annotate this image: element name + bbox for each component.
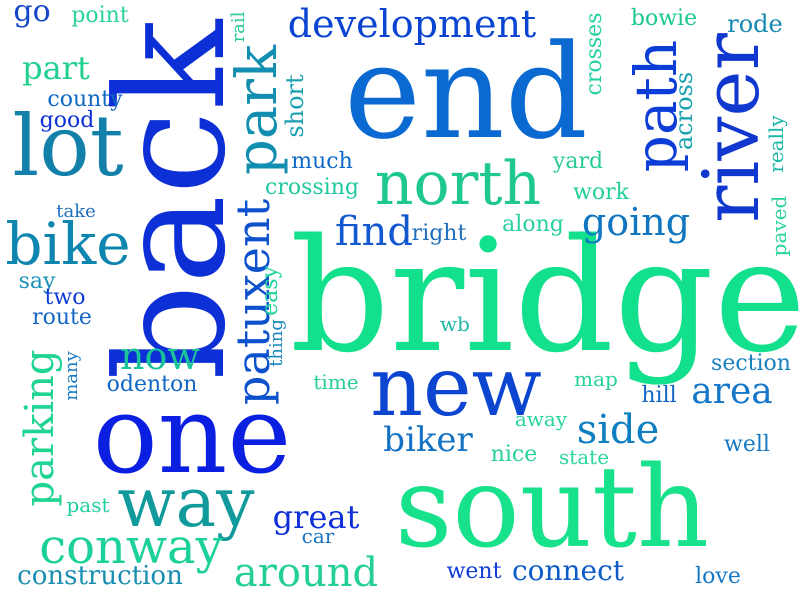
word-construction: construction [17, 561, 183, 591]
word-crossing: crossing [265, 175, 359, 200]
word-parking: parking [17, 349, 63, 507]
word-two: two [44, 285, 86, 310]
word-yard: yard [552, 149, 604, 174]
word-take: take [56, 201, 96, 222]
word-new: new [370, 340, 542, 435]
word-good: good [39, 108, 95, 133]
word-past: past [66, 493, 110, 517]
word-route: route [32, 305, 92, 330]
word-state: state [558, 445, 610, 469]
word-bowie: bowie [630, 6, 698, 31]
word-crosses: crosses [582, 12, 607, 96]
word-nice: nice [490, 442, 538, 467]
word-lot: lot [12, 97, 124, 195]
word-north: north [374, 149, 542, 219]
word-much: much [291, 149, 353, 174]
word-hill: hill [641, 383, 677, 408]
word-rode: rode [727, 10, 783, 38]
word-river: river [687, 33, 777, 223]
word-thing: thing [266, 319, 287, 367]
word-go: go [13, 0, 51, 29]
word-work: work [573, 180, 629, 205]
word-odenton: odenton [106, 372, 198, 397]
word-conway: conway [39, 519, 223, 575]
word-section: section [711, 351, 791, 376]
word-great: great [272, 498, 360, 536]
word-map: map [574, 367, 618, 391]
word-bridge: bridge [289, 205, 800, 387]
word-bike: bike [5, 210, 131, 278]
word-county: county [47, 87, 123, 112]
word-part: part [22, 49, 90, 87]
word-park: park [225, 45, 290, 175]
word-love: love [695, 564, 741, 589]
word-area: area [691, 371, 773, 412]
word-really: really [764, 115, 788, 173]
word-short: short [281, 74, 309, 138]
word-one: one [92, 373, 292, 498]
word-going: going [581, 200, 691, 244]
word-development: development [287, 2, 537, 46]
word-along: along [502, 212, 564, 237]
word-say: say [18, 269, 56, 294]
word-around: around [233, 550, 379, 596]
word-time: time [313, 370, 359, 394]
word-many: many [61, 351, 82, 401]
word-right: right [411, 221, 467, 246]
word-way: way [117, 464, 255, 543]
word-point: point [71, 3, 129, 28]
word-rail: rail [228, 11, 249, 43]
word-wb: wb [440, 312, 470, 336]
word-biker: biker [383, 420, 473, 460]
word-well: well [724, 432, 770, 457]
word-end: end [344, 16, 588, 168]
word-paved: paved [767, 195, 791, 257]
word-now: now [120, 334, 200, 378]
word-easy: easy [258, 266, 283, 316]
word-side: side [576, 407, 660, 453]
word-south: south [394, 443, 710, 573]
word-across: across [670, 71, 698, 151]
word-find: find [334, 209, 414, 255]
word-away: away [514, 407, 568, 431]
word-went: went [446, 559, 502, 584]
word-connect: connect [511, 554, 625, 587]
word-car: car [301, 524, 335, 548]
